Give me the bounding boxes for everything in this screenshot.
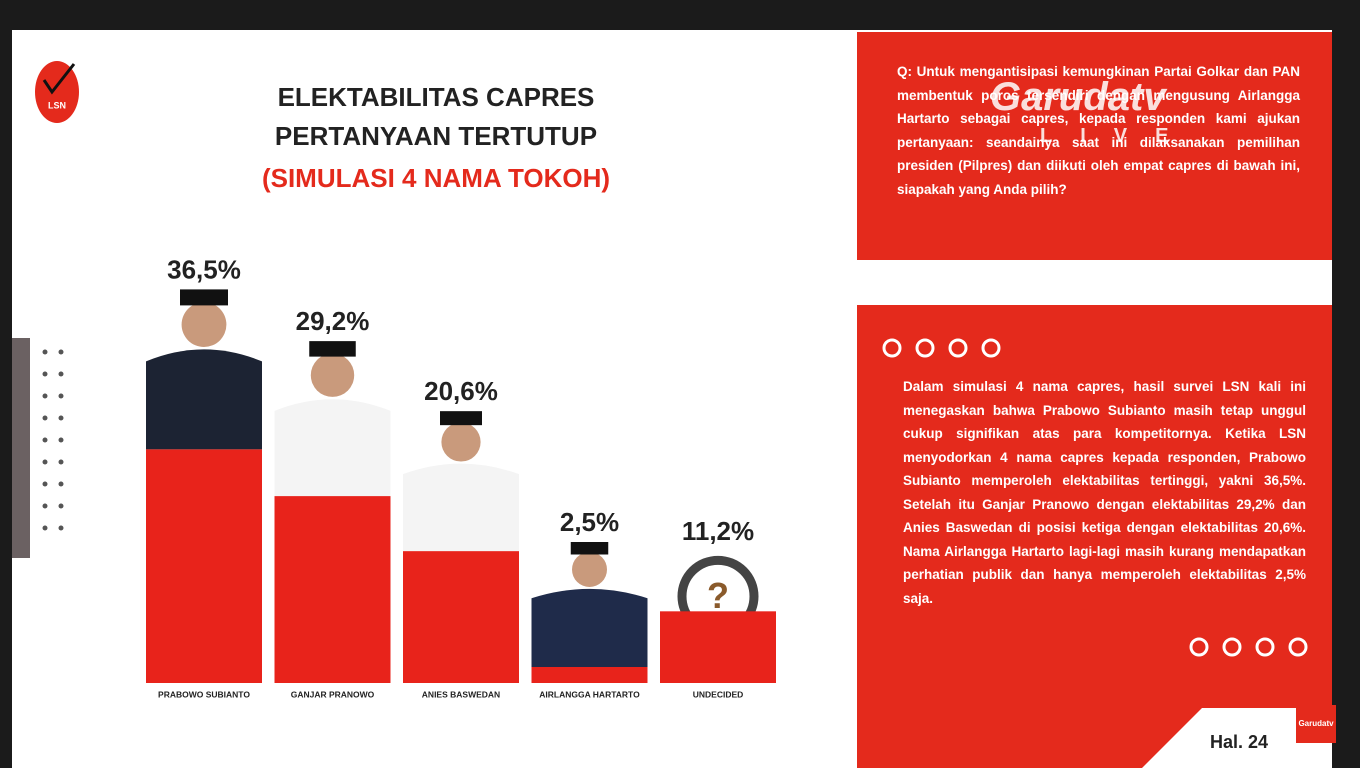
logo-badge bbox=[35, 61, 79, 123]
value-label: 11,2% bbox=[682, 516, 754, 546]
watermark: Garudatv bbox=[990, 75, 1166, 119]
category-label: AIRLANGGA HARTARTO bbox=[539, 689, 640, 699]
dot bbox=[58, 393, 64, 399]
bar bbox=[274, 496, 391, 683]
logo-check bbox=[42, 63, 76, 95]
dot-grid bbox=[42, 349, 64, 531]
logo-text: LSN bbox=[48, 100, 66, 110]
category-label: ANIES BASWEDAN bbox=[422, 689, 500, 699]
dot bbox=[42, 349, 48, 355]
corner-logo: Garudatv bbox=[1296, 705, 1336, 743]
category-label: GANJAR PRANOWO bbox=[291, 689, 375, 699]
value-label: 20,6% bbox=[424, 376, 498, 406]
dot bbox=[58, 503, 64, 509]
chart-subtitle: (SIMULASI 4 NAMA TOKOH) bbox=[262, 163, 610, 193]
portrait-body bbox=[146, 349, 262, 450]
summary-text: Dalam simulasi 4 nama capres, hasil surv… bbox=[903, 379, 1306, 606]
dot bbox=[58, 459, 64, 465]
summary-decor bbox=[882, 338, 1332, 768]
portrait-hat bbox=[440, 411, 482, 426]
chart-title: PERTANYAAN TERTUTUP bbox=[275, 121, 597, 151]
side-bar bbox=[12, 338, 30, 558]
bars: 36,5% PRABOWO SUBIANTO 29,2% GANJAR PRANOWO… bbox=[146, 254, 776, 699]
category-label: PRABOWO SUBIANTO bbox=[158, 689, 250, 699]
question-text: Q: Untuk mengantisipasi kemungkinan Part… bbox=[897, 64, 1300, 197]
dot bbox=[42, 481, 48, 487]
dot bbox=[42, 371, 48, 377]
dot bbox=[42, 415, 48, 421]
portrait-head bbox=[310, 353, 355, 397]
dot bbox=[58, 525, 64, 531]
portrait-body bbox=[274, 399, 391, 497]
dot bbox=[42, 459, 48, 465]
portrait-head bbox=[181, 302, 227, 347]
bar bbox=[403, 551, 519, 683]
dot bbox=[58, 437, 64, 443]
dot bbox=[58, 349, 64, 355]
value-label: 29,2% bbox=[296, 306, 370, 336]
portrait-hat bbox=[570, 542, 609, 555]
dot bbox=[58, 371, 64, 377]
category-label: UNDECIDED bbox=[693, 689, 744, 699]
watermark-live: LIVE bbox=[1040, 125, 1197, 147]
value-label: 36,5% bbox=[167, 254, 241, 284]
chart-title: ELEKTABILITAS CAPRES bbox=[278, 82, 595, 112]
dot bbox=[42, 393, 48, 399]
portrait-hat bbox=[180, 289, 228, 306]
portrait-body bbox=[531, 588, 648, 667]
summary-box: Dalam simulasi 4 nama capres, hasil surv… bbox=[857, 305, 1332, 768]
dot bbox=[42, 437, 48, 443]
undecided-icon-text: ? bbox=[707, 575, 729, 616]
portrait-head bbox=[572, 552, 607, 587]
value-label: 2,5% bbox=[560, 507, 619, 537]
dot bbox=[42, 503, 48, 509]
dot bbox=[42, 525, 48, 531]
dot bbox=[58, 415, 64, 421]
dot bbox=[58, 481, 64, 487]
bar bbox=[531, 667, 648, 683]
portrait-body bbox=[403, 463, 519, 552]
portrait-hat bbox=[309, 341, 356, 357]
bar bbox=[146, 449, 262, 683]
page-number: Hal. 24 bbox=[1210, 732, 1269, 752]
question-box: Q: Untuk mengantisipasi kemungkinan Part… bbox=[857, 32, 1332, 260]
bar bbox=[660, 611, 776, 683]
portrait-head bbox=[441, 422, 481, 462]
